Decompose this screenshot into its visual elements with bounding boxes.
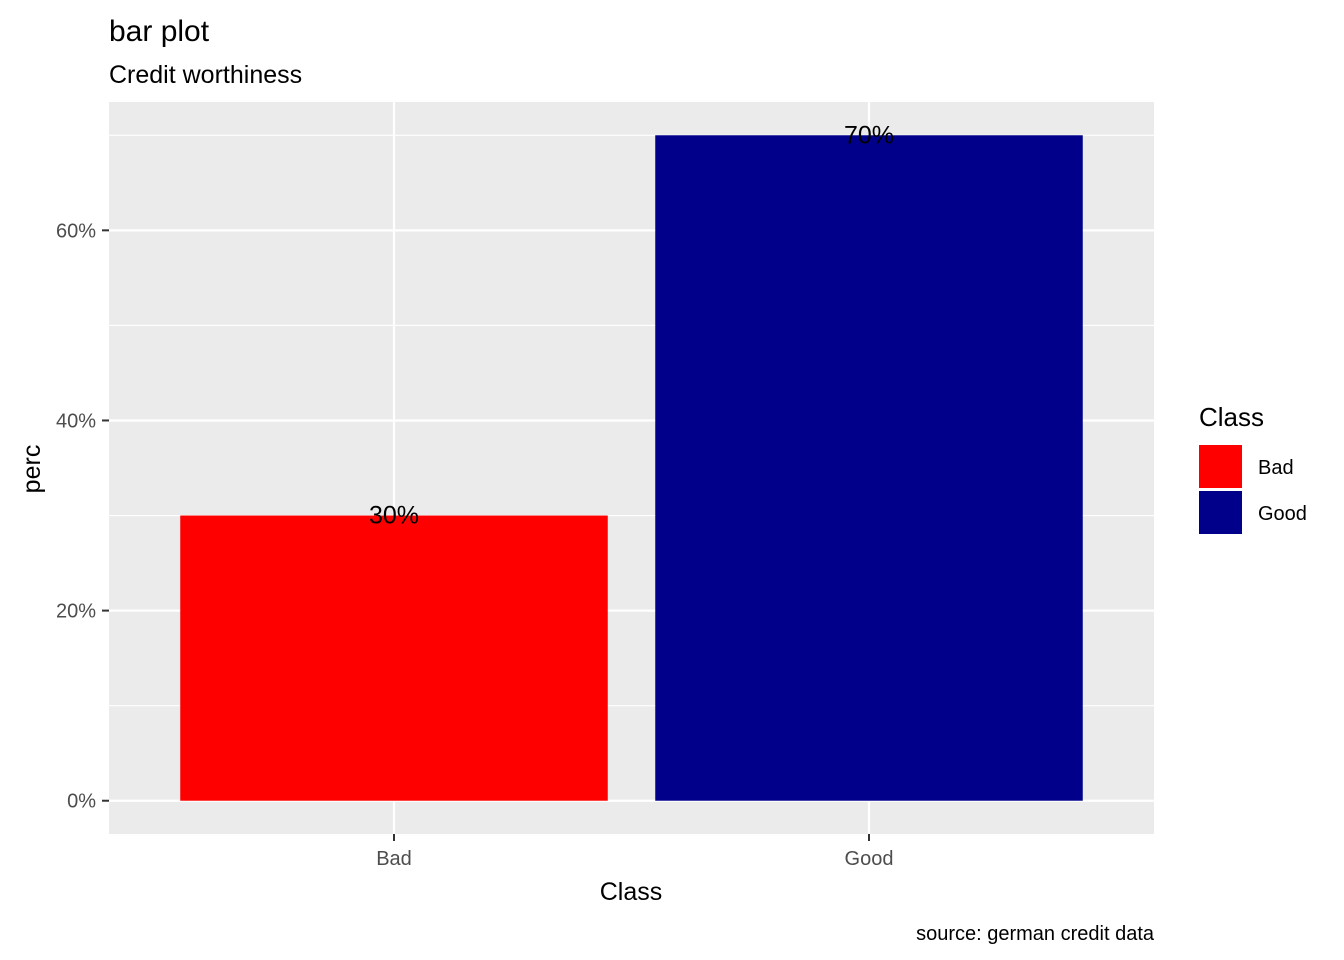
x-axis: Bad Good xyxy=(376,834,893,870)
data-label-bad: 30% xyxy=(369,502,419,530)
x-tick-label: Good xyxy=(845,848,894,870)
y-axis-title: perc xyxy=(18,445,46,494)
legend-key-good xyxy=(1199,491,1242,534)
legend-title: Class xyxy=(1199,402,1264,432)
bar-bad xyxy=(180,515,608,801)
y-tick-label: 60% xyxy=(56,220,96,242)
data-label-good: 70% xyxy=(844,121,894,149)
chart-title: bar plot xyxy=(109,15,210,48)
legend-key-bad xyxy=(1199,445,1242,488)
chart-subtitle: Credit worthiness xyxy=(109,61,302,89)
chart-caption: source: german credit data xyxy=(916,923,1155,945)
legend-label-bad: Bad xyxy=(1258,457,1294,479)
x-tick-label: Bad xyxy=(376,848,412,870)
y-tick-label: 20% xyxy=(56,601,96,623)
data-labels: 30% 70% xyxy=(369,121,894,529)
y-tick-label: 40% xyxy=(56,410,96,432)
x-axis-title: Class xyxy=(600,878,663,906)
bars xyxy=(180,135,1083,801)
legend-items: Bad Good xyxy=(1199,445,1307,534)
y-tick-label: 0% xyxy=(67,791,96,813)
bar-good xyxy=(655,135,1083,801)
y-axis: 0% 20% 40% 60% xyxy=(56,220,109,813)
legend: Class Bad Good xyxy=(1199,402,1307,534)
legend-label-good: Good xyxy=(1258,503,1307,525)
